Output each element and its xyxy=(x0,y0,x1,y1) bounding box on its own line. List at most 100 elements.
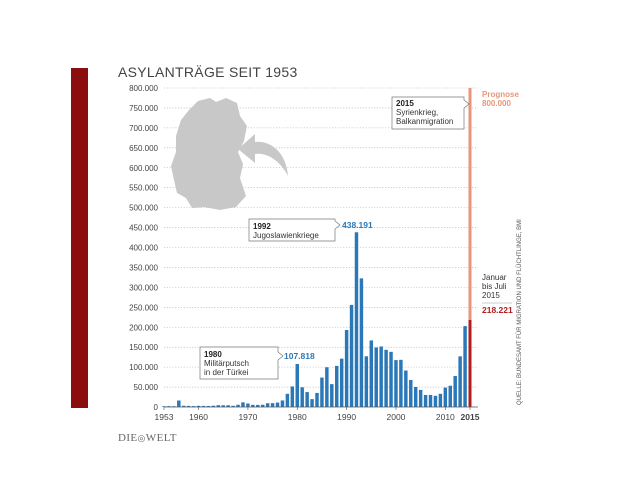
bar xyxy=(256,404,260,407)
partial-2015-bar xyxy=(468,319,472,407)
x-tick-label: 2000 xyxy=(387,412,406,422)
y-tick-label: 550.000 xyxy=(129,184,158,193)
y-tick-label: 300.000 xyxy=(129,283,158,292)
bar xyxy=(399,359,403,407)
annotation-1980-text2: in der Türkei xyxy=(204,368,249,377)
bar xyxy=(201,405,206,407)
chart-title: ASYLANTRÄGE SEIT 1953 xyxy=(118,64,298,80)
y-tick-label: 350.000 xyxy=(129,263,158,272)
bar xyxy=(196,405,201,407)
prognose-label: Prognose xyxy=(482,90,519,99)
bar xyxy=(463,326,467,407)
bar xyxy=(453,376,457,407)
bar xyxy=(433,395,438,407)
y-tick-label: 450.000 xyxy=(129,224,158,233)
bar xyxy=(404,370,408,407)
y-tick-label: 650.000 xyxy=(129,144,158,153)
annotation-1980-year: 1980 xyxy=(204,350,222,359)
bar xyxy=(394,360,398,407)
bar xyxy=(389,351,393,407)
x-tick-label: 1960 xyxy=(189,412,208,422)
annotation-2015-year: 2015 xyxy=(396,99,414,108)
bar xyxy=(443,387,448,407)
bar xyxy=(300,387,304,407)
bar xyxy=(251,404,255,407)
bar xyxy=(211,405,216,407)
x-tick-label: 1980 xyxy=(288,412,307,422)
bar xyxy=(458,356,462,407)
bar xyxy=(339,358,344,407)
annotation-1980-text1: Militärputsch xyxy=(204,359,249,368)
bar xyxy=(182,405,186,407)
annotation-box-1980 xyxy=(199,346,284,380)
prognose-value: 800.000 xyxy=(482,99,511,108)
januar-line2: bis Juli xyxy=(482,282,507,291)
annotation-2015-text1: Syrienkrieg, xyxy=(396,108,438,117)
bar xyxy=(226,405,230,407)
bar xyxy=(290,386,295,407)
y-tick-label: 500.000 xyxy=(129,204,158,213)
bar xyxy=(438,393,443,407)
bar xyxy=(236,404,240,407)
y-tick-label: 100.000 xyxy=(129,363,158,372)
bar xyxy=(186,405,191,407)
bar xyxy=(364,356,369,407)
bar xyxy=(369,340,374,407)
y-tick-label: 0 xyxy=(154,403,159,412)
januar-line1: Januar xyxy=(482,273,507,282)
bar xyxy=(191,406,196,407)
bar xyxy=(310,399,314,407)
x-tick-label: 2015 xyxy=(461,412,480,422)
bar xyxy=(231,405,235,407)
bar xyxy=(246,403,250,407)
bar xyxy=(260,404,265,407)
bar xyxy=(265,403,270,407)
bar xyxy=(275,402,280,407)
bar xyxy=(241,402,245,407)
bar xyxy=(177,400,181,407)
x-axis: 1953 1960 1970 1980 1990 2000 2010 2015 xyxy=(155,406,480,422)
bar xyxy=(354,232,359,407)
annotation-1992-text: Jugoslawienkriege xyxy=(253,231,319,240)
bar xyxy=(295,364,299,407)
x-tick-label: 1970 xyxy=(238,412,257,422)
bar xyxy=(384,349,388,407)
bar xyxy=(285,393,290,407)
y-tick-label: 200.000 xyxy=(129,323,158,332)
y-tick-label: 150.000 xyxy=(129,343,158,352)
y-tick-label: 800.000 xyxy=(129,84,158,93)
y-axis: 0 50.000 100.000 150.000 200.000 250.000 300.0… xyxy=(129,84,158,412)
x-tick-label: 1953 xyxy=(155,412,174,422)
germany-map-icon xyxy=(171,98,288,210)
bar xyxy=(167,406,171,407)
decorative-red-edge xyxy=(71,68,88,408)
bar xyxy=(418,389,423,407)
annotation-box-1992 xyxy=(248,218,341,242)
bar xyxy=(280,400,285,407)
bar xyxy=(448,385,452,407)
bar xyxy=(379,346,383,407)
januar-value: 218.221 xyxy=(482,305,513,315)
x-tick-label: 1990 xyxy=(337,412,356,422)
data-label-1980: 107.818 xyxy=(284,351,315,361)
bar xyxy=(206,405,211,407)
y-tick-label: 50.000 xyxy=(134,383,159,392)
y-tick-label: 700.000 xyxy=(129,124,158,133)
annotation-box-2015 xyxy=(391,96,470,130)
y-tick-label: 250.000 xyxy=(129,303,158,312)
januar-line3: 2015 xyxy=(482,291,500,300)
bar xyxy=(221,405,225,407)
x-tick-label: 2010 xyxy=(436,412,455,422)
bar xyxy=(325,367,329,407)
arrow-icon xyxy=(238,134,288,176)
bar xyxy=(216,405,221,407)
bar xyxy=(428,394,433,407)
bar xyxy=(374,347,378,407)
bar xyxy=(359,278,364,407)
bar xyxy=(330,384,334,407)
publisher-logo: DIE◎WELT xyxy=(118,432,177,444)
bars xyxy=(162,88,472,407)
y-tick-label: 750.000 xyxy=(129,104,158,113)
